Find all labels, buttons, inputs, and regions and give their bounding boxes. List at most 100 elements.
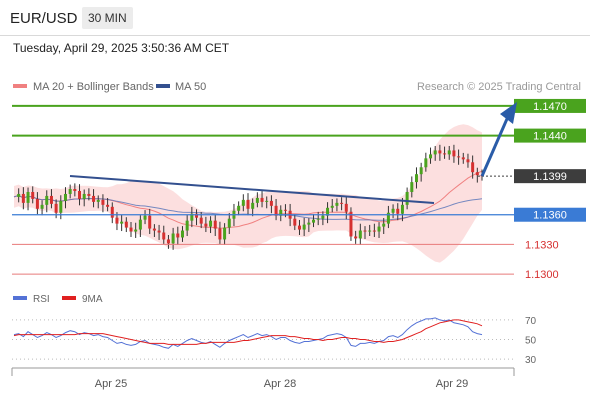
candle-body [391, 208, 395, 213]
candle-body [447, 150, 451, 155]
candle-body [344, 203, 348, 212]
candle-body [82, 193, 86, 199]
candle-body [279, 209, 283, 216]
candle-body [73, 189, 77, 191]
candle-body [209, 220, 213, 227]
target-box [514, 98, 586, 113]
candle-body [162, 232, 166, 240]
candle-body [180, 230, 184, 238]
candle-body [59, 200, 63, 213]
support-label: 1.1300 [525, 269, 559, 281]
candle-body [96, 199, 100, 202]
candle-body [110, 206, 114, 218]
candle-body [457, 156, 461, 158]
ma20-swatch [13, 84, 27, 88]
level-1.1360: 1.1360 [12, 207, 586, 222]
rsi-tick-label: 70 [525, 316, 537, 327]
candle-body [340, 202, 344, 204]
candle-body [152, 228, 156, 231]
candle-body [40, 204, 44, 209]
candle-body [475, 172, 479, 176]
ma50-legend-label: MA 50 [175, 81, 206, 93]
candle-body [106, 204, 110, 207]
candle-body [17, 193, 21, 197]
candle-body [241, 199, 245, 206]
candle-body [312, 219, 316, 223]
candle-body [204, 223, 208, 227]
pivot-box [514, 207, 586, 222]
candle-body [368, 230, 372, 232]
candle-body [354, 236, 358, 239]
candle-body [293, 218, 297, 226]
current-price-label: 1.1399 [533, 171, 567, 183]
candle-body [157, 230, 161, 233]
rsi-tick-label: 50 [525, 336, 537, 347]
candle-body [419, 167, 423, 175]
level-1.1300: 1.1300 [12, 269, 559, 281]
candle-body [251, 202, 255, 209]
candle-body [213, 220, 217, 229]
candle-body [452, 150, 456, 157]
candle-body [438, 150, 442, 154]
candle-body [21, 193, 25, 203]
candle-body [349, 211, 353, 237]
candle-body [138, 219, 142, 230]
candle-body [199, 217, 203, 224]
candle-body [400, 204, 404, 214]
candle-body [223, 227, 227, 240]
candle-body [307, 222, 311, 225]
time-tick-label: Apr 25 [95, 378, 127, 390]
rsi-ma-line [13, 319, 483, 345]
candle-body [45, 195, 49, 205]
candle-body [471, 162, 475, 173]
target-label: 1.1440 [533, 131, 567, 143]
price-legend: MA 20 + Bollinger Bands MA 50 Research ©… [13, 81, 581, 93]
candle-body [246, 199, 250, 209]
timeframe-badge[interactable]: 30 MIN [82, 7, 133, 29]
candle-body [63, 193, 67, 201]
time-tick-label: Apr 29 [436, 378, 468, 390]
time-tick-label: Apr 28 [264, 378, 296, 390]
candle-body [31, 191, 35, 199]
level-1.1399: 1.1399 [478, 169, 586, 184]
candle-body [283, 209, 287, 211]
rsi-panel: 70 50 30 [12, 316, 537, 366]
candle-body [316, 218, 320, 220]
candle-body [78, 190, 82, 199]
candle-body [87, 193, 91, 196]
candle-body [195, 213, 199, 218]
candle-body [461, 157, 465, 160]
candle-body [260, 197, 264, 202]
candle-body [185, 220, 189, 231]
candle-body [297, 225, 301, 230]
candle-body [405, 191, 409, 205]
candle-body [443, 153, 447, 155]
target-label: 1.1470 [533, 101, 567, 113]
candle-body [363, 230, 367, 232]
timestamp-label: Tuesday, April 29, 2025 3:50:36 AM CET [13, 41, 230, 55]
candle-body [424, 158, 428, 168]
rsi-ma-legend-label: 9MA [82, 294, 103, 305]
candle-body [265, 200, 269, 202]
candle-body [54, 203, 58, 213]
level-1.1440: 1.1440 [12, 128, 586, 143]
rsi-tick-label: 30 [525, 355, 537, 366]
candle-body [358, 230, 362, 239]
level-1.1470: 1.1470 [12, 98, 586, 113]
candle-body [49, 195, 53, 204]
candle-body [68, 189, 72, 194]
candle-body [237, 205, 241, 211]
candle-body [129, 227, 133, 232]
candle-body [218, 228, 222, 240]
candle-body [269, 200, 273, 206]
candle-body [410, 182, 414, 192]
candle-body [255, 197, 259, 203]
candle-body [115, 217, 119, 224]
candle-body [429, 154, 433, 159]
pivot-label: 1.1360 [533, 210, 567, 222]
ma20-legend-label: MA 20 + Bollinger Bands [33, 81, 154, 93]
trendline [69, 175, 435, 204]
candle-body [166, 239, 170, 244]
candle-body [466, 159, 470, 163]
